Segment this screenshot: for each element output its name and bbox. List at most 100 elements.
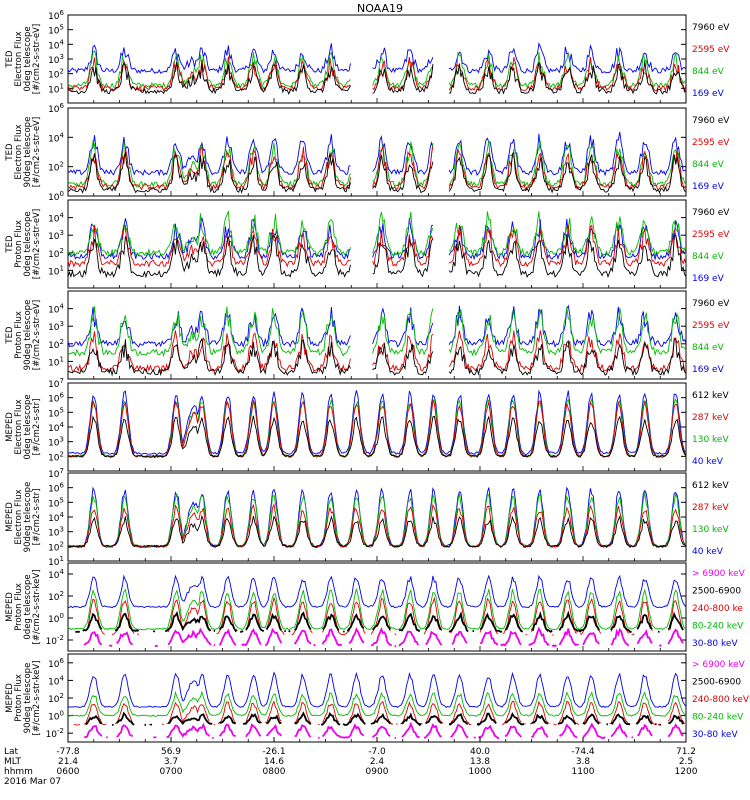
y-tick-label: 104 <box>48 38 64 51</box>
series-80-240-kev <box>67 690 687 717</box>
y-axis-label-line: Proton Flux <box>14 220 24 268</box>
y-axis-label-line: TED <box>5 143 15 162</box>
series-844-ev <box>67 210 687 258</box>
y-axis-label-line: MEPED <box>5 412 15 442</box>
y-tick-label: 10-2 <box>46 727 64 740</box>
y-tick-label: 105 <box>48 496 64 509</box>
date-label: 2016 Mar 07 <box>4 777 61 787</box>
series-7960-ev <box>67 151 687 194</box>
panel-4: 101 102 103 104 TED Proton Flux 90deg telescop… <box>5 290 730 380</box>
series--6900-kev <box>84 629 686 647</box>
series-30-80-kev <box>67 574 687 609</box>
y-tick-label: 105 <box>48 406 64 419</box>
y-axis-label-line: Electron Flux <box>14 489 24 544</box>
y-tick-label: 104 <box>48 568 64 581</box>
legend-entry: 287 keV <box>692 413 729 423</box>
series-2595-ev <box>67 145 687 192</box>
y-tick-label: 100 <box>48 710 64 723</box>
x-tick-lat: 40.0 <box>470 747 490 757</box>
legend-entry: 169 eV <box>692 365 725 375</box>
series-612-kev <box>67 415 687 459</box>
y-axis-label-line: [#/cm2-s-str] <box>32 489 42 546</box>
series-7960-ev <box>67 337 687 377</box>
legend-entry: 844 eV <box>692 67 725 77</box>
y-axis-label-line: 90deg telescope <box>23 482 33 553</box>
legend-entry: 844 eV <box>692 160 725 170</box>
y-tick-label: 101 <box>48 555 64 568</box>
x-tick-lat: 56.9 <box>161 747 181 757</box>
legend-entry: 240-800 ke <box>692 604 743 614</box>
x-tick-lat: -74.4 <box>571 747 595 757</box>
y-tick-label: 106 <box>48 102 64 115</box>
series-844-ev <box>67 50 687 90</box>
legend-entry: > 6900 keV <box>692 569 746 579</box>
legend-entry: 844 eV <box>692 343 725 353</box>
panel-7: 10-2 100 102 104 MEPED Proton Flux 0deg telesc… <box>5 562 746 652</box>
y-tick-label: 104 <box>48 212 64 225</box>
legend-entry: 287 keV <box>692 503 729 513</box>
y-axis-label-line: Electron Flux <box>14 124 24 179</box>
legend-entry: 169 eV <box>692 182 725 192</box>
x-tick-mlt: 2.4 <box>370 757 385 767</box>
series-169-ev <box>67 304 687 348</box>
series-7960-ev <box>67 60 687 95</box>
x-tick-lat: 71.2 <box>676 747 696 757</box>
y-axis-label-line: TED <box>5 235 15 254</box>
y-axis-label-line: 0deg telescope <box>23 211 33 276</box>
y-axis-label-line: 90deg telescope <box>23 663 33 734</box>
y-tick-label: 102 <box>48 540 64 553</box>
series-240-800-ke <box>86 598 686 635</box>
y-tick-label: 10-2 <box>46 634 64 647</box>
series-80-240-kev <box>67 588 687 631</box>
y-axis-label-line: 90deg telescope <box>23 300 33 371</box>
y-axis-label-line: TED <box>5 50 15 69</box>
legend-entry: 7960 eV <box>692 116 730 126</box>
y-tick-label: 102 <box>48 590 64 603</box>
y-axis-label-line: MEPED <box>5 502 15 532</box>
x-row-label: MLT <box>4 757 22 767</box>
panel-2: 100 102 104 106 TED Electron Flux 90deg telesc… <box>5 102 730 203</box>
x-tick-hhmm: 1200 <box>675 767 698 777</box>
series-2595-ev <box>67 224 687 268</box>
y-tick-label: 102 <box>48 450 64 463</box>
x-tick-mlt: 14.6 <box>264 757 284 767</box>
x-tick-hhmm: 1100 <box>572 767 595 777</box>
panel-frame <box>67 290 687 380</box>
y-axis-label-line: [#/cm2-s-str-eV] <box>32 24 42 94</box>
legend-entry: 2595 eV <box>692 321 730 331</box>
y-tick-label: 104 <box>48 511 64 524</box>
y-axis-label-line: [#/cm2-s-str] <box>32 399 42 456</box>
y-tick-label: 107 <box>48 377 64 390</box>
y-axis-label-line: Proton Flux <box>14 674 24 722</box>
legend-entry: > 6900 keV <box>692 660 746 670</box>
x-tick-mlt: 13.8 <box>470 757 490 767</box>
y-axis-label-line: MEPED <box>5 683 15 713</box>
y-axis-label-line: 0deg telescope <box>23 394 33 459</box>
x-row-label: hhmm <box>4 767 33 777</box>
y-tick-label: 102 <box>48 68 64 81</box>
y-tick-label: 106 <box>48 482 64 495</box>
legend-entry: 7960 eV <box>692 299 730 309</box>
x-tick-mlt: 3.8 <box>576 757 591 767</box>
chart-title: NOAA19 <box>357 2 403 15</box>
panel-8: 10-2 100 102 104 106 MEPED Proton Flux 90deg te… <box>5 653 750 743</box>
x-tick-hhmm: 1000 <box>469 767 492 777</box>
y-tick-label: 102 <box>48 338 64 351</box>
y-tick-label: 104 <box>48 131 64 144</box>
y-tick-label: 102 <box>48 692 64 705</box>
y-axis-label-line: 0deg telescope <box>23 26 33 91</box>
series--6900-kev <box>84 724 686 738</box>
x-tick-lat: -77.8 <box>56 747 80 757</box>
legend-entry: 169 eV <box>692 89 725 99</box>
legend-entry: 2500-6900 <box>692 586 741 596</box>
series-844-ev <box>67 306 687 358</box>
legend-entry: 40 keV <box>692 457 724 467</box>
y-tick-label: 103 <box>48 53 64 66</box>
x-tick-hhmm: 0600 <box>57 767 80 777</box>
legend-entry: 130 keV <box>692 435 729 445</box>
legend-entry: 2595 eV <box>692 138 730 148</box>
y-tick-label: 106 <box>48 657 64 670</box>
